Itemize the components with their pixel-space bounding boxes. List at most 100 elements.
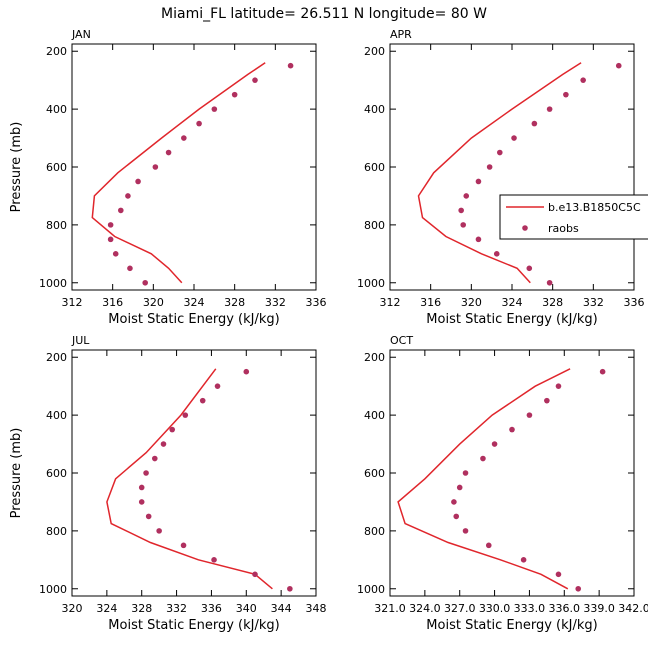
x-tick-label: 324.0: [409, 602, 441, 615]
obs-point: [252, 77, 258, 83]
x-tick-label: 336: [201, 602, 222, 615]
obs-point: [160, 441, 167, 447]
x-tick-label: 330.0: [479, 602, 511, 615]
obs-point: [151, 455, 158, 462]
y-tick-label: 200: [364, 45, 385, 58]
x-tick-label: 316: [102, 296, 123, 309]
obs-point: [486, 164, 493, 170]
obs-point: [511, 135, 517, 141]
x-tick-label: 336: [624, 296, 645, 309]
x-tick-label: 333.0: [514, 602, 546, 615]
x-axis-label: Moist Static Energy (kJ/kg): [426, 312, 597, 327]
x-tick-label: 336: [306, 296, 327, 309]
obs-point: [451, 499, 457, 505]
obs-point: [112, 251, 119, 257]
obs-point: [142, 279, 148, 286]
y-tick-label: 400: [364, 409, 385, 422]
obs-point: [181, 135, 187, 141]
legend-marker: [522, 225, 528, 231]
obs-point: [509, 426, 515, 433]
obs-point: [252, 571, 258, 578]
x-tick-label: 336.0: [549, 602, 581, 615]
obs-point: [118, 207, 124, 214]
model-line: [417, 62, 582, 284]
legend-label: b.e13.B1850C5C: [548, 201, 641, 214]
obs-point: [526, 265, 533, 272]
obs-point: [165, 149, 172, 156]
plot-frame: [71, 349, 317, 597]
obs-point: [497, 149, 503, 156]
obs-point: [138, 484, 145, 491]
obs-point: [211, 106, 218, 112]
x-tick-label: 316: [420, 296, 441, 309]
obs-point: [580, 77, 586, 83]
obs-point: [546, 106, 553, 112]
obs-point: [462, 470, 469, 476]
obs-point: [453, 513, 460, 520]
x-axis-label: Moist Static Energy (kJ/kg): [108, 618, 279, 633]
obs-point: [526, 412, 533, 418]
y-axis-label: Pressure (mb): [9, 122, 24, 213]
obs-point: [555, 571, 562, 578]
x-tick-label: 332: [265, 296, 286, 309]
obs-point: [196, 120, 202, 127]
x-tick-label: 340: [236, 602, 257, 615]
obs-point: [615, 62, 622, 69]
obs-point: [180, 542, 187, 549]
obs-point: [143, 470, 149, 476]
obs-point: [480, 455, 486, 462]
obs-point: [462, 528, 469, 534]
obs-point: [107, 222, 114, 228]
y-tick-label: 400: [46, 103, 67, 116]
obs-point: [491, 441, 498, 447]
obs-point: [563, 91, 569, 98]
obs-point: [107, 236, 114, 243]
x-tick-label: 344: [271, 602, 292, 615]
obs-point: [531, 120, 538, 127]
panel-title: JAN: [71, 28, 91, 41]
x-tick-label: 348: [306, 602, 327, 615]
obs-point: [169, 426, 176, 433]
x-tick-label: 328: [224, 296, 245, 309]
x-tick-label: 324: [502, 296, 523, 309]
y-tick-label: 1000: [39, 583, 67, 596]
x-tick-label: 321.0: [374, 602, 406, 615]
x-tick-label: 332: [166, 602, 187, 615]
panel-title: APR: [390, 28, 412, 41]
x-tick-label: 312: [380, 296, 401, 309]
y-tick-label: 200: [46, 351, 67, 364]
obs-point: [458, 207, 464, 214]
obs-point: [287, 585, 293, 592]
x-tick-label: 324: [96, 602, 117, 615]
obs-point: [152, 164, 159, 170]
obs-point: [125, 193, 131, 199]
x-tick-label: 320: [62, 602, 83, 615]
obs-point: [575, 585, 582, 592]
y-tick-label: 400: [364, 103, 385, 116]
y-tick-label: 600: [364, 467, 385, 480]
obs-point: [599, 368, 606, 375]
x-tick-label: 327.0: [444, 602, 476, 615]
x-tick-label: 339.0: [583, 602, 615, 615]
y-tick-label: 200: [364, 351, 385, 364]
x-axis-label: Moist Static Energy (kJ/kg): [426, 618, 597, 633]
y-tick-label: 1000: [357, 583, 385, 596]
obs-point: [544, 397, 550, 404]
obs-point: [493, 251, 500, 257]
y-tick-label: 200: [46, 45, 67, 58]
y-axis-label: Pressure (mb): [9, 428, 24, 519]
y-tick-label: 800: [364, 525, 385, 538]
obs-point: [231, 91, 238, 98]
model-line: [106, 368, 273, 590]
obs-point: [199, 397, 206, 404]
plot-frame: [71, 43, 317, 291]
x-tick-label: 324: [184, 296, 205, 309]
obs-point: [555, 383, 562, 389]
obs-point: [460, 222, 467, 228]
obs-point: [145, 513, 152, 520]
obs-point: [546, 279, 553, 286]
y-tick-label: 600: [46, 161, 67, 174]
obs-point: [127, 265, 133, 272]
